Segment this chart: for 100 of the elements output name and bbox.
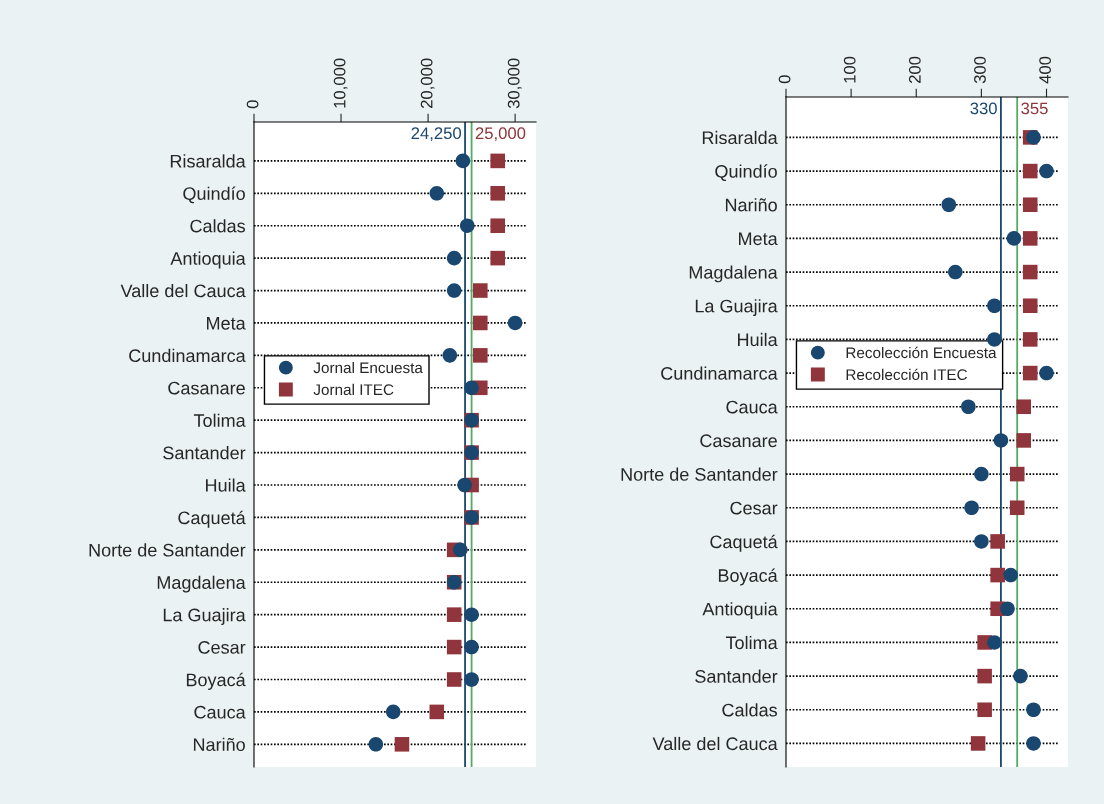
- y-tick-label: Risaralda: [702, 130, 778, 145]
- x-tick-label: 400: [1039, 56, 1051, 84]
- y-tick-label: Magdalena: [689, 265, 778, 283]
- y-tick-label: Huila: [206, 478, 246, 492]
- y-tick-label: Antioquia: [170, 251, 246, 269]
- x-tick-label: 100: [843, 56, 856, 83]
- point: [1000, 601, 1015, 617]
- point: [473, 283, 488, 298]
- x-tick-label: 0: [778, 75, 791, 84]
- y-tick-label: Cauca: [726, 400, 778, 414]
- point: [1013, 668, 1028, 684]
- point: [1003, 567, 1018, 583]
- x-tick-label: 200: [908, 56, 921, 83]
- y-tick-label: Caquetá: [178, 510, 246, 528]
- legend-label: Jornal Encuesta: [313, 361, 423, 374]
- y-tick-label: Tolima: [193, 413, 246, 427]
- y-tick-label: Casanare: [168, 381, 245, 395]
- y-tick-label: Caldas: [722, 703, 778, 717]
- point: [977, 702, 992, 718]
- point: [464, 380, 479, 396]
- point: [446, 639, 462, 655]
- y-tick-label: Cundinamarca: [661, 366, 778, 380]
- y-tick-label: Magdalena: [157, 575, 246, 593]
- point: [490, 218, 505, 233]
- point: [473, 348, 488, 363]
- y-tick-label: Risaralda: [170, 154, 246, 168]
- point: [464, 672, 479, 687]
- point: [1006, 231, 1022, 246]
- point: [429, 186, 445, 201]
- y-tick-label: Tolima: [725, 635, 778, 650]
- point: [1026, 736, 1041, 751]
- point: [429, 704, 445, 720]
- point: [455, 153, 471, 169]
- point: [446, 607, 462, 622]
- point: [1022, 231, 1038, 246]
- point: [1026, 130, 1041, 145]
- point: [368, 737, 384, 752]
- point: [1009, 466, 1025, 482]
- point: [1026, 702, 1041, 718]
- point: [990, 534, 1005, 549]
- y-tick-label: Norte de Santander: [89, 543, 246, 557]
- legend-label: Jornal ITEC: [313, 383, 394, 396]
- ref-line-label: 330: [970, 102, 997, 115]
- y-tick-label: Caquetá: [710, 534, 778, 552]
- point: [507, 315, 523, 331]
- ref-line-label: 24,250: [411, 127, 462, 142]
- point: [961, 399, 976, 415]
- y-tick-label: La Guajira: [695, 299, 778, 317]
- point: [974, 466, 989, 482]
- point: [974, 534, 989, 549]
- legend-label: Recolección Encuesta: [846, 346, 997, 359]
- y-tick-label: Antioquia: [702, 602, 778, 620]
- point: [464, 607, 479, 622]
- point: [987, 298, 1002, 314]
- point: [1022, 264, 1038, 280]
- point: [993, 433, 1009, 448]
- point: [490, 186, 505, 201]
- y-tick-label: Norte de Santander: [621, 467, 778, 481]
- y-tick-label: Meta: [207, 317, 246, 330]
- point: [1022, 365, 1038, 381]
- y-tick-label: Santander: [163, 446, 246, 460]
- point: [452, 542, 468, 558]
- y-tick-label: Nariño: [193, 737, 245, 752]
- legend-label: Recolección ITEC: [846, 368, 968, 381]
- point: [464, 639, 479, 655]
- point: [1022, 332, 1038, 347]
- point: [490, 153, 505, 169]
- y-tick-label: Quindío: [715, 164, 777, 182]
- y-tick-label: Cesar: [198, 641, 246, 654]
- y-tick-label: Boyacá: [186, 672, 246, 690]
- y-tick-label: Cesar: [730, 501, 778, 515]
- point: [446, 672, 462, 687]
- point: [1009, 500, 1025, 516]
- x-tick-label: 30,000: [507, 58, 522, 109]
- y-tick-label: Cauca: [194, 705, 246, 719]
- y-tick-label: La Guajira: [163, 608, 246, 625]
- x-tick-label: 10,000: [333, 58, 348, 108]
- point: [948, 264, 963, 280]
- y-tick-label: Meta: [739, 232, 778, 246]
- y-tick-label: Valle del Cauca: [652, 736, 778, 751]
- y-tick-label: Cundinamarca: [129, 348, 246, 363]
- point: [987, 635, 1002, 650]
- y-tick-label: Boyacá: [718, 568, 778, 586]
- point: [1022, 197, 1038, 213]
- x-tick-label: 0: [246, 100, 259, 109]
- point: [964, 500, 979, 516]
- y-tick-label: Casanare: [700, 434, 777, 448]
- point: [1016, 399, 1031, 415]
- point: [473, 315, 488, 331]
- y-tick-label: Nariño: [725, 198, 777, 212]
- y-tick-label: Santander: [695, 669, 778, 683]
- point: [1016, 433, 1031, 448]
- y-tick-label: Caldas: [190, 219, 246, 233]
- point: [385, 704, 401, 720]
- point: [442, 348, 458, 363]
- point: [987, 332, 1002, 347]
- point: [446, 283, 462, 298]
- point: [490, 250, 505, 266]
- x-tick-label: 20,000: [420, 58, 435, 108]
- point: [990, 567, 1005, 583]
